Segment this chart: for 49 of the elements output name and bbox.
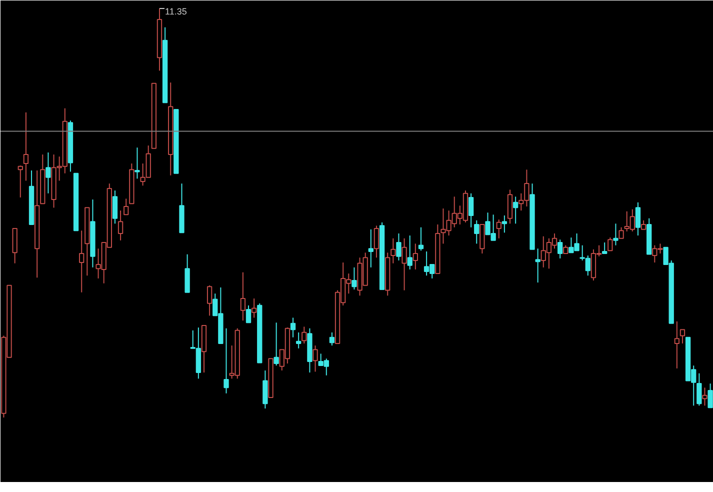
candlestick: [352, 266, 357, 290]
candlestick: [18, 165, 23, 198]
candlestick: [390, 238, 396, 264]
candlestick: [368, 228, 374, 268]
candlestick: [608, 237, 613, 252]
candlestick: [184, 254, 190, 293]
candlestick: [496, 219, 502, 239]
candlestick: [374, 225, 380, 258]
candlestick: [635, 202, 641, 236]
candlestick: [512, 196, 518, 224]
candlestick: [407, 234, 412, 270]
candlestick: [535, 248, 540, 284]
candlestick: [206, 284, 212, 316]
candlestick: [118, 210, 124, 241]
candlestick: [79, 230, 84, 293]
candlestick: [602, 242, 608, 254]
candlestick: [46, 152, 51, 194]
candlestick: [329, 332, 335, 346]
candlestick: [708, 383, 713, 408]
candlestick: [674, 320, 680, 369]
candlestick: [251, 298, 257, 318]
candlestick: [502, 214, 508, 234]
candlestick: [296, 332, 302, 349]
candlestick: [262, 370, 268, 409]
candlestick: [468, 192, 474, 228]
candlestick: [402, 238, 407, 291]
candlestick: [557, 239, 563, 259]
candlestick: [696, 372, 702, 406]
candlestick: [23, 112, 29, 182]
candlestick: [302, 326, 307, 344]
candlestick: [702, 387, 708, 406]
candlestick: [134, 147, 140, 180]
candlestick: [224, 328, 229, 394]
candlestick: [290, 317, 296, 338]
candlestick: [412, 243, 418, 270]
candlestick: [112, 190, 118, 224]
candlestick: [240, 272, 246, 322]
candlestick: [418, 226, 424, 252]
candlestick: [680, 329, 686, 344]
annotation: 11.35: [165, 6, 187, 16]
candlestick: [507, 189, 513, 224]
candlestick: [124, 198, 129, 216]
candlestick: [274, 322, 279, 366]
candlestick: [246, 304, 252, 324]
candlestick: [312, 345, 318, 372]
candlestick: [474, 220, 480, 244]
candlestick: [613, 223, 618, 246]
candlestick: [396, 232, 402, 261]
candlestick: [618, 226, 624, 239]
